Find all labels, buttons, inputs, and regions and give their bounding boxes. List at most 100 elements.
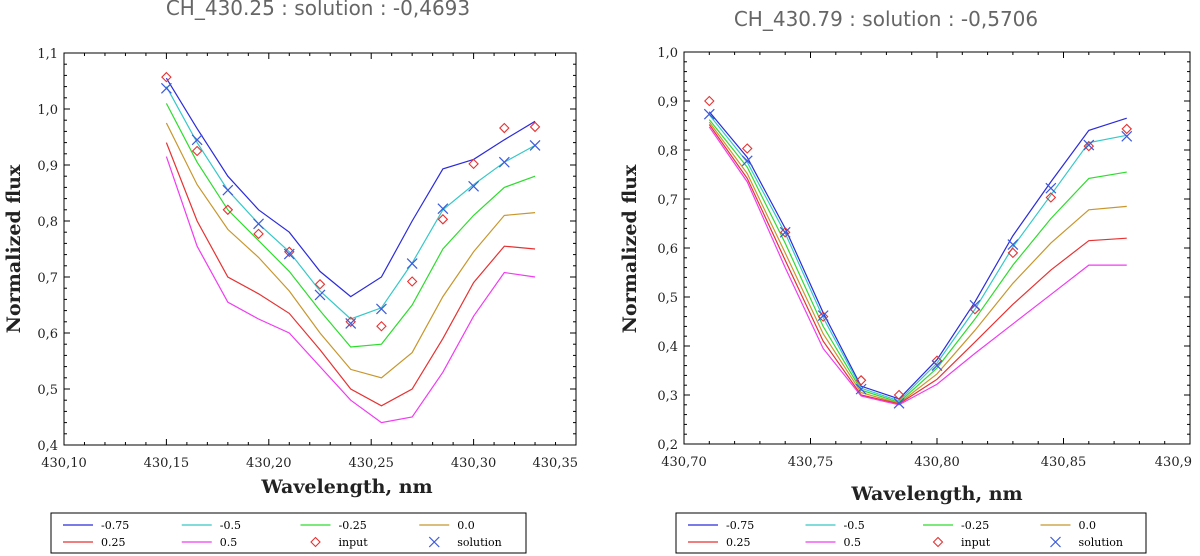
input-point [437, 214, 449, 225]
input-point [779, 227, 791, 238]
chart-title: CH_430.79 : solution : -0,5706 [734, 7, 1038, 31]
legend-label: -0.25 [961, 519, 989, 532]
solution-point [969, 299, 981, 311]
x-tick-label: 430,70 [661, 455, 707, 470]
solution-point [222, 184, 234, 196]
solution-point [314, 289, 326, 301]
x-tick-label: 430,15 [144, 456, 190, 471]
series-line-0.0 [708, 121, 1127, 404]
x-axis-label: Wavelength, nm [850, 483, 1022, 505]
solution-point [406, 258, 418, 269]
input-point [1045, 192, 1057, 203]
legend-label: -0.5 [220, 519, 241, 532]
x-tick-label: 430,25 [348, 456, 394, 471]
series-line-0.0 [165, 122, 536, 379]
input-point [855, 375, 867, 386]
solution-point [1083, 139, 1095, 151]
series-line-0.5 [165, 156, 536, 424]
y-tick-label: 0,6 [37, 327, 58, 342]
legend-label: solution [1079, 536, 1124, 549]
y-tick-label: 0,4 [37, 439, 58, 454]
solution-point [1121, 130, 1133, 142]
input-point [1121, 123, 1133, 135]
input-point [1007, 247, 1019, 259]
legend-label: input [961, 536, 991, 549]
solution-point [855, 383, 867, 395]
solution-point [703, 108, 715, 120]
solution-point [283, 248, 295, 260]
solution-point [437, 203, 449, 215]
y-tick-label: 0,8 [37, 215, 58, 230]
series-line--0.5 [708, 114, 1127, 402]
x-tick-label: 430,80 [914, 455, 960, 470]
legend: -0.75 -0.5 -0.25 0.0 0.25 0.5 input solution [63, 519, 502, 549]
legend-box [50, 512, 527, 554]
x-tick-label: 430,9 [1155, 455, 1192, 470]
series-line--0.75 [708, 111, 1127, 400]
axis-ticks: 430,10 430,15 430,20 430,25 430,30 430,35 0,4 0… [37, 47, 578, 471]
solution-point [253, 218, 264, 230]
chart-left: CH_430.25 : solution : -0,4693 430,10 430… [3, 0, 578, 554]
y-axis-label: Normalized flux [619, 164, 641, 333]
legend-label: 0.5 [844, 536, 862, 549]
x-tick-label: 430,30 [451, 456, 497, 471]
input-point [468, 158, 479, 170]
legend: -0.75 -0.5 -0.25 0.0 0.25 0.5 input solution [688, 519, 1123, 549]
series-line-0.25 [708, 124, 1127, 405]
solution-point [498, 156, 510, 168]
solution-point [779, 226, 791, 238]
x-tick-label: 430,20 [246, 456, 292, 471]
legend-label: 0.0 [1079, 519, 1097, 532]
y-tick-label: 0,5 [657, 291, 678, 306]
input-point [406, 276, 418, 287]
legend-label: -0.5 [844, 519, 865, 532]
y-tick-label: 1,0 [37, 103, 58, 118]
input-point [893, 389, 905, 401]
y-axis-label: Normalized flux [3, 164, 25, 333]
markers-group [703, 95, 1133, 409]
input-point [161, 71, 172, 83]
input-point [1083, 140, 1095, 152]
legend-label: 0.5 [220, 536, 238, 549]
solution-point [529, 139, 541, 151]
legend-label: -0.75 [101, 519, 129, 532]
legend-label: 0.0 [457, 519, 475, 532]
chart-title: CH_430.25 : solution : -0,4693 [166, 0, 470, 20]
series-line-0.25 [165, 142, 536, 407]
solution-point [345, 318, 357, 329]
solution-point [468, 180, 480, 192]
input-point [191, 145, 203, 157]
series-line--0.25 [165, 103, 536, 348]
y-tick-label: 0,4 [657, 340, 678, 355]
markers-group [160, 71, 541, 332]
legend-label: -0.25 [339, 519, 367, 532]
input-point [741, 143, 753, 154]
solution-point [817, 310, 829, 322]
x-tick-label: 430,10 [41, 456, 87, 471]
y-tick-label: 0,2 [657, 438, 678, 453]
y-tick-label: 1,0 [657, 46, 678, 61]
y-tick-label: 1,1 [37, 47, 58, 62]
y-tick-label: 0,9 [657, 95, 678, 110]
x-tick-label: 430,85 [1041, 455, 1087, 470]
y-tick-label: 0,9 [37, 159, 58, 174]
solution-point [376, 303, 387, 315]
x-tick-label: 430,75 [788, 455, 834, 470]
input-point [529, 121, 541, 133]
y-tick-label: 0,7 [657, 193, 678, 208]
axis-ticks: 430,70 430,75 430,80 430,85 430,9 0,2 0,3 0,4 0,… [657, 46, 1192, 470]
input-point [499, 122, 510, 134]
x-tick-label: 430,35 [533, 456, 579, 471]
series-line-0.5 [708, 126, 1127, 406]
input-point [222, 204, 234, 216]
series-line--0.25 [708, 119, 1127, 404]
input-point [314, 279, 326, 290]
series-group [708, 111, 1127, 406]
solution-point [1007, 239, 1019, 250]
legend-swatch-input [310, 536, 321, 548]
y-tick-label: 0,5 [37, 383, 58, 398]
legend-swatch-input [932, 536, 944, 548]
legend-label: 0.25 [726, 536, 751, 549]
solution-point [1045, 182, 1057, 194]
solution-point [893, 397, 905, 409]
